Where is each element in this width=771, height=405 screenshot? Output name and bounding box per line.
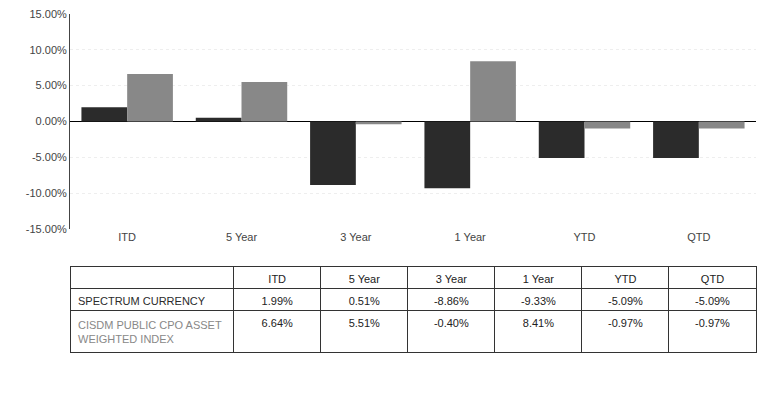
- svg-text:0.00%: 0.00%: [36, 115, 67, 127]
- svg-text:5 Year: 5 Year: [349, 273, 381, 285]
- svg-text:ITD: ITD: [118, 231, 136, 243]
- svg-text:-0.40%: -0.40%: [434, 317, 469, 329]
- svg-text:15.00%: 15.00%: [29, 8, 67, 20]
- svg-text:YTD: YTD: [614, 273, 636, 285]
- svg-text:ITD: ITD: [268, 273, 286, 285]
- svg-text:5 Year: 5 Year: [226, 231, 258, 243]
- svg-text:1 Year: 1 Year: [523, 273, 555, 285]
- svg-text:-8.86%: -8.86%: [434, 295, 469, 307]
- svg-text:5.51%: 5.51%: [349, 317, 380, 329]
- svg-text:6.64%: 6.64%: [262, 317, 293, 329]
- svg-text:YTD: YTD: [574, 231, 596, 243]
- svg-text:-5.09%: -5.09%: [695, 295, 730, 307]
- svg-text:1 Year: 1 Year: [455, 231, 487, 243]
- svg-text:-5.09%: -5.09%: [608, 295, 643, 307]
- svg-text:-10.00%: -10.00%: [26, 187, 67, 199]
- svg-text:8.41%: 8.41%: [523, 317, 554, 329]
- svg-text:SPECTRUM CURRENCY: SPECTRUM CURRENCY: [78, 295, 206, 307]
- svg-text:10.00%: 10.00%: [29, 44, 67, 56]
- svg-text:5.00%: 5.00%: [36, 79, 67, 91]
- svg-text:3 Year: 3 Year: [340, 231, 372, 243]
- svg-text:1.99%: 1.99%: [262, 295, 293, 307]
- svg-text:-9.33%: -9.33%: [521, 295, 556, 307]
- svg-text:-5.00%: -5.00%: [32, 151, 67, 163]
- svg-text:QTD: QTD: [687, 231, 710, 243]
- svg-text:0.51%: 0.51%: [349, 295, 380, 307]
- svg-text:3 Year: 3 Year: [436, 273, 468, 285]
- svg-text:-0.97%: -0.97%: [695, 317, 730, 329]
- svg-text:-0.97%: -0.97%: [608, 317, 643, 329]
- svg-text:QTD: QTD: [701, 273, 724, 285]
- svg-text:CISDM PUBLIC CPO ASSETWEIGHTED: CISDM PUBLIC CPO ASSETWEIGHTED INDEX: [78, 319, 222, 345]
- svg-text:-15.00%: -15.00%: [26, 223, 67, 235]
